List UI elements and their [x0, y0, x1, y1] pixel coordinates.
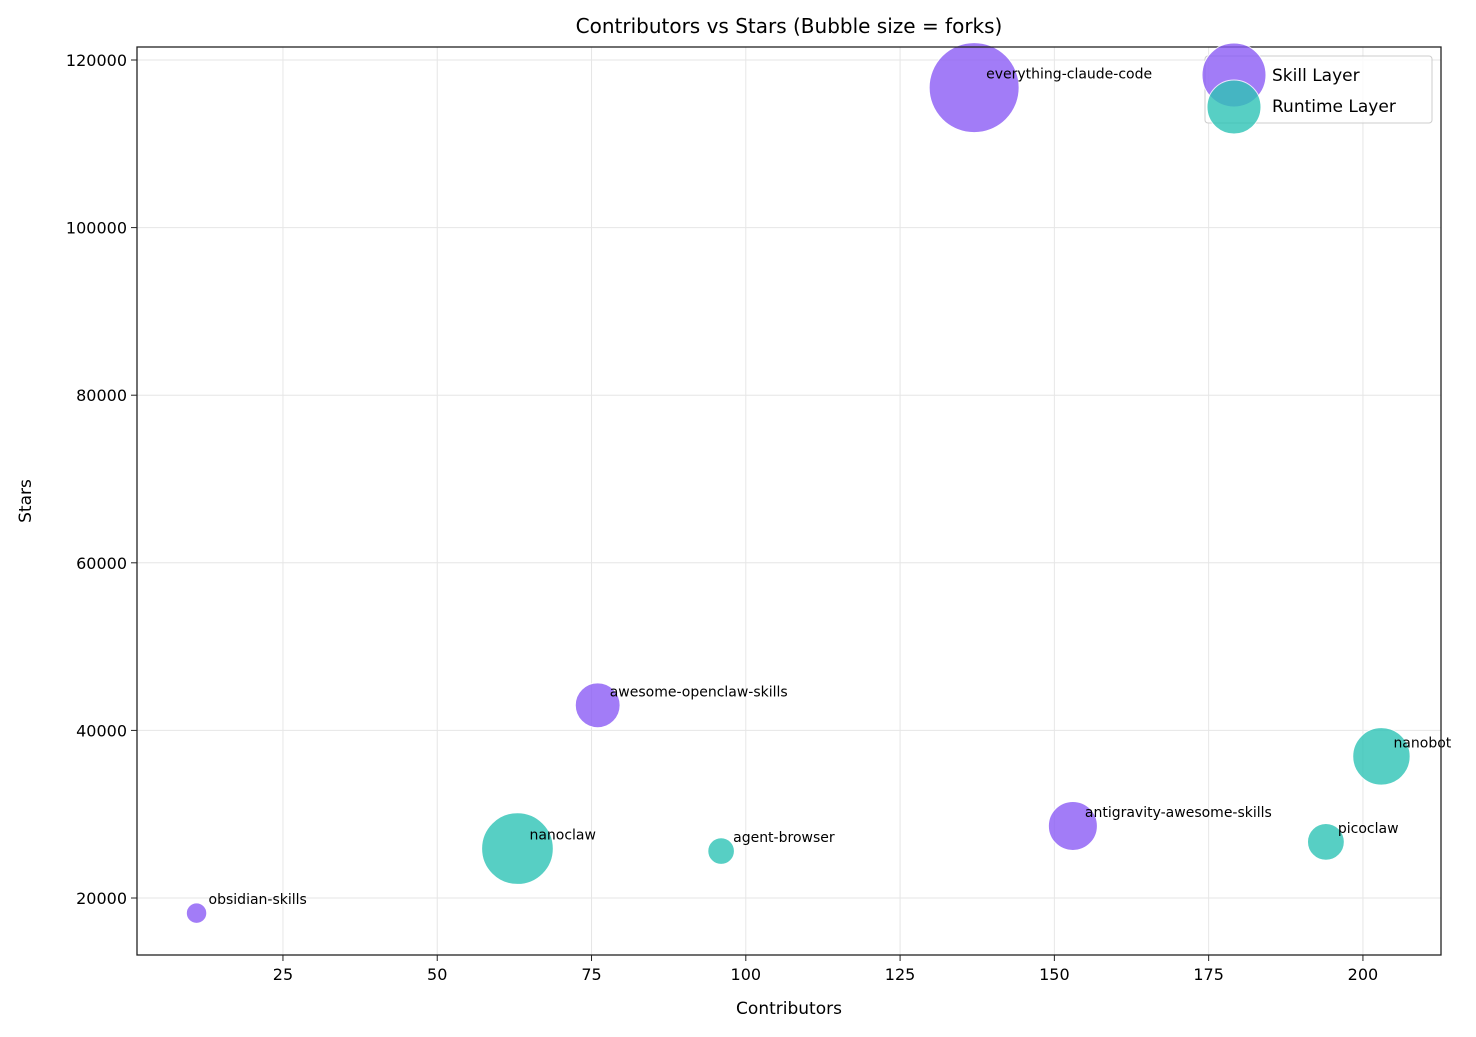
x-ticks: 25 50 75 100 125 150 175 200: [273, 955, 1378, 984]
bubble-nanoclaw: [481, 812, 554, 885]
bubble-picoclaw: [1306, 822, 1345, 861]
y-tick-label: 120000: [66, 51, 127, 70]
y-ticks: 20000 40000 60000 80000 100000 120000: [66, 51, 137, 908]
point-label-everything-claude-code: everything-claude-code: [986, 67, 1152, 83]
x-tick-label: 100: [731, 965, 762, 984]
x-tick-label: 150: [1039, 965, 1070, 984]
point-label-nanoclaw: nanoclaw: [529, 828, 596, 844]
point-label-picoclaw: picoclaw: [1338, 821, 1399, 837]
y-tick-label: 40000: [76, 721, 127, 740]
x-axis-label: Contributors: [736, 999, 842, 1019]
plot-frame: [136, 46, 1442, 956]
legend: Skill Layer Runtime Layer: [1201, 42, 1433, 135]
x-tick-label: 50: [427, 965, 447, 984]
y-tick-label: 80000: [76, 386, 127, 405]
legend-marker-runtime-layer: [1206, 79, 1262, 135]
bubble-antigravity-awesome-skills: [1047, 800, 1098, 851]
y-tick-label: 20000: [76, 889, 127, 908]
chart-title: Contributors vs Stars (Bubble size = for…: [576, 14, 1003, 38]
bubble-everything-claude-code: [928, 42, 1020, 134]
y-tick-label: 100000: [66, 219, 127, 238]
bubble-obsidian-skills: [185, 902, 208, 924]
y-axis-label: Stars: [16, 479, 36, 523]
bubble-agent-browser: [707, 837, 735, 865]
legend-label-skill-layer: Skill Layer: [1272, 66, 1360, 86]
point-labels: everything-claude-code awesome-openclaw-s…: [209, 67, 1452, 908]
point-label-nanobot: nanobot: [1393, 735, 1451, 751]
y-tick-label: 60000: [76, 554, 127, 573]
legend-label-runtime-layer: Runtime Layer: [1272, 97, 1396, 117]
x-tick-label: 75: [581, 965, 601, 984]
point-label-antigravity-awesome-skills: antigravity-awesome-skills: [1085, 805, 1272, 821]
x-tick-label: 200: [1348, 965, 1379, 984]
x-tick-label: 25: [273, 965, 293, 984]
point-label-awesome-openclaw-skills: awesome-openclaw-skills: [610, 684, 788, 700]
bubble-awesome-openclaw-skills: [574, 682, 621, 729]
bubble-nanobot: [1352, 727, 1411, 786]
bubbles: [185, 42, 1411, 924]
point-label-obsidian-skills: obsidian-skills: [209, 892, 307, 908]
point-label-agent-browser: agent-browser: [733, 830, 835, 846]
x-tick-label: 125: [885, 965, 916, 984]
x-tick-label: 175: [1193, 965, 1224, 984]
